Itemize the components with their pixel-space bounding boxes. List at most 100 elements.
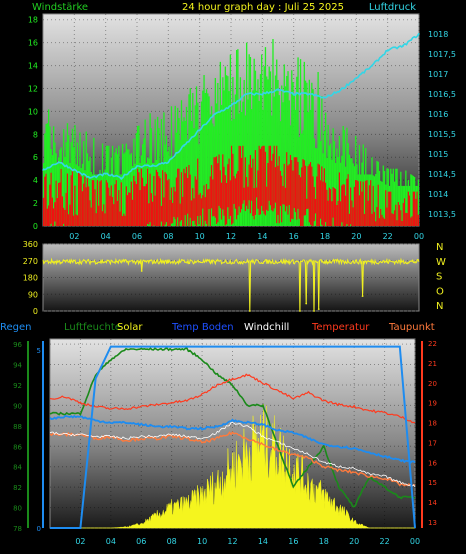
pressure-point: [120, 177, 123, 179]
wind-bars: [42, 38, 420, 226]
direction-dip-point: [299, 310, 301, 312]
temp-tick-label: 19: [428, 400, 437, 408]
climate-x-tick-label: 08: [167, 537, 177, 546]
climate-x-tick-label: 10: [197, 537, 207, 546]
pressure-point: [371, 65, 373, 67]
humidity-tick-label: 82: [13, 484, 22, 492]
rain-tick-label: 0: [37, 525, 41, 533]
direction-tick-label: 90: [28, 290, 38, 299]
temp-tick-label: 18: [428, 420, 437, 428]
solar-area: [50, 404, 415, 529]
pressure-point: [198, 129, 201, 131]
pressure-tick-label: 1016,5: [428, 90, 456, 99]
direction-dip-point: [140, 270, 143, 272]
humidity-tick-label: 78: [13, 525, 22, 533]
pressure-point: [386, 49, 389, 51]
pressure-point: [136, 165, 138, 167]
legend-temperatur: Temperatur: [311, 322, 370, 333]
pressure-tick-label: 1014: [428, 190, 448, 199]
pressure-point: [73, 169, 76, 171]
temp-tick-label: 22: [428, 340, 437, 348]
pressure-point: [339, 89, 342, 91]
pressure-point: [245, 93, 248, 95]
wind-tick-label: 0: [33, 222, 38, 231]
climate-x-tick-label: 12: [227, 537, 237, 546]
wind-axes: 0246810121416181013,510141014,510151015,…: [28, 16, 456, 241]
pressure-point: [355, 77, 358, 79]
legend-regen: Regen: [0, 322, 32, 333]
wind-x-tick-label: 06: [132, 232, 142, 241]
pressure-tick-label: 1013,5: [428, 210, 456, 219]
climate-x-tick-label: 18: [319, 537, 329, 546]
pressure-tick-label: 1015,5: [428, 130, 456, 139]
pressure-point: [42, 169, 44, 171]
rain-line: [50, 345, 416, 529]
wind-x-tick-label: 16: [289, 232, 299, 241]
pressure-point: [277, 89, 279, 91]
legend-taupunkt: Taupunkt: [388, 322, 435, 333]
wind-x-tick-label: 12: [226, 232, 236, 241]
climate-x-tick-label: 02: [75, 537, 85, 546]
legend-solar: Solar: [117, 322, 143, 333]
wind-tick-label: 4: [33, 176, 38, 185]
pressure-tick-label: 1015: [428, 150, 448, 159]
wind-x-tick-label: 14: [257, 232, 267, 241]
pressure-point: [292, 93, 295, 95]
humidity-tick-label: 96: [13, 341, 22, 349]
temp-tick-label: 15: [428, 479, 437, 487]
climate-x-tick-label: 22: [379, 537, 389, 546]
wind-x-tick-label: 20: [351, 232, 361, 241]
wind-x-tick-label: 04: [101, 232, 111, 241]
wind-tick-label: 8: [33, 130, 38, 139]
direction-series: [42, 257, 420, 312]
temp-tick-label: 16: [428, 459, 437, 467]
temperature-line: [49, 373, 416, 424]
temp-tick-label: 14: [428, 499, 437, 507]
pressure-point: [308, 93, 311, 95]
compass-label: W: [436, 257, 446, 268]
pressure-tick-label: 1014,5: [428, 170, 456, 179]
direction-dip-point: [317, 308, 320, 311]
direction-line: [42, 257, 420, 312]
compass-label: N: [436, 242, 443, 253]
legend-temp-boden: Temp Boden: [171, 322, 234, 333]
wind-x-tick-label: 02: [69, 232, 79, 241]
wind-tick-label: 2: [33, 199, 38, 208]
wind-tick-label: 16: [28, 39, 38, 48]
direction-dip-point: [361, 295, 364, 298]
pressure-point: [230, 105, 232, 107]
pressure-point: [324, 97, 326, 99]
legend-windchill: Windchill: [244, 322, 289, 333]
pressure-tick-label: 1017,5: [428, 50, 456, 59]
pressure-tick-label: 1017: [428, 70, 448, 79]
pressure-axis-title: Luftdruck: [369, 2, 416, 13]
direction-dip-point: [313, 310, 315, 312]
humidity-tick-label: 90: [13, 402, 22, 410]
wind-x-tick-label: 08: [163, 232, 173, 241]
pressure-tick-label: 1016: [428, 110, 448, 119]
direction-tick-label: 360: [23, 240, 38, 249]
humidity-line: [49, 347, 416, 508]
humidity-tick-label: 80: [13, 505, 22, 513]
chart-title: 24 hour graph day : Juli 25 2025: [182, 2, 344, 13]
windchill-line: [49, 422, 416, 488]
pressure-point: [418, 33, 420, 35]
pressure-point: [261, 93, 264, 95]
direction-tick-label: 270: [23, 257, 38, 266]
wind-tick-label: 14: [28, 62, 38, 71]
rain-tick-label: 5: [37, 347, 41, 355]
compass-label: S: [436, 272, 442, 283]
climate-x-tick-label: 16: [288, 537, 298, 546]
humidity-tick-label: 88: [13, 423, 22, 431]
direction-tick-label: 0: [33, 307, 38, 316]
climate-legend: Regen Luftfeuchte Solar Temp Boden Windc…: [0, 322, 435, 333]
temp-tick-label: 21: [428, 360, 437, 368]
climate-chart: 78 80 82 84 86 88 90 92 94 96 13 14 15 16 17 18 19 20 21 22…: [13, 338, 437, 546]
wind-x-tick-label: 18: [320, 232, 330, 241]
pressure-point: [104, 173, 107, 175]
humidity-tick-label: 84: [13, 464, 22, 472]
direction-gridlines: [43, 243, 419, 312]
climate-x-tick-label: 04: [106, 537, 116, 546]
climate-series: [49, 345, 416, 529]
